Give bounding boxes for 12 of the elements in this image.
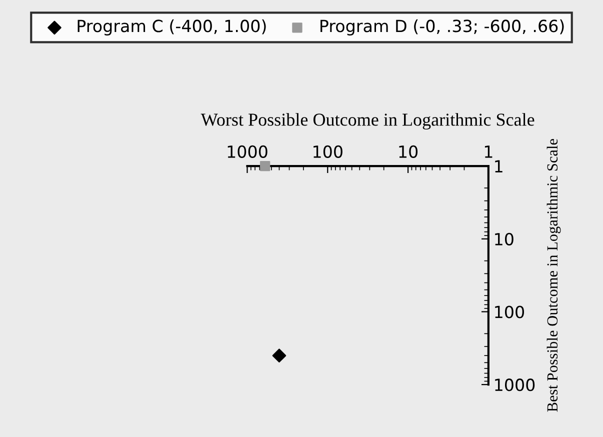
x-tick-label: 1 (484, 146, 492, 158)
y-tick-label: 1000 (495, 378, 535, 392)
legend-label: Program C (-400, 1.00) (78, 19, 266, 36)
x-tick-label: 100 (314, 145, 342, 158)
y-tick-label: 1 (495, 160, 502, 172)
x-tick-label: 1000 (228, 145, 268, 158)
y-axis-title: Best Possible Outcome in Logarithmic Scale (546, 139, 561, 412)
y-tick-label: 100 (495, 306, 524, 318)
x-tick-label: 10 (399, 145, 418, 158)
legend-label: Program D (-0, .33; -600, .66) (320, 19, 564, 36)
y-tick-label: 10 (495, 232, 514, 246)
x-axis-title: Worst Possible Outcome in Logarithmic Scale (200, 113, 534, 130)
